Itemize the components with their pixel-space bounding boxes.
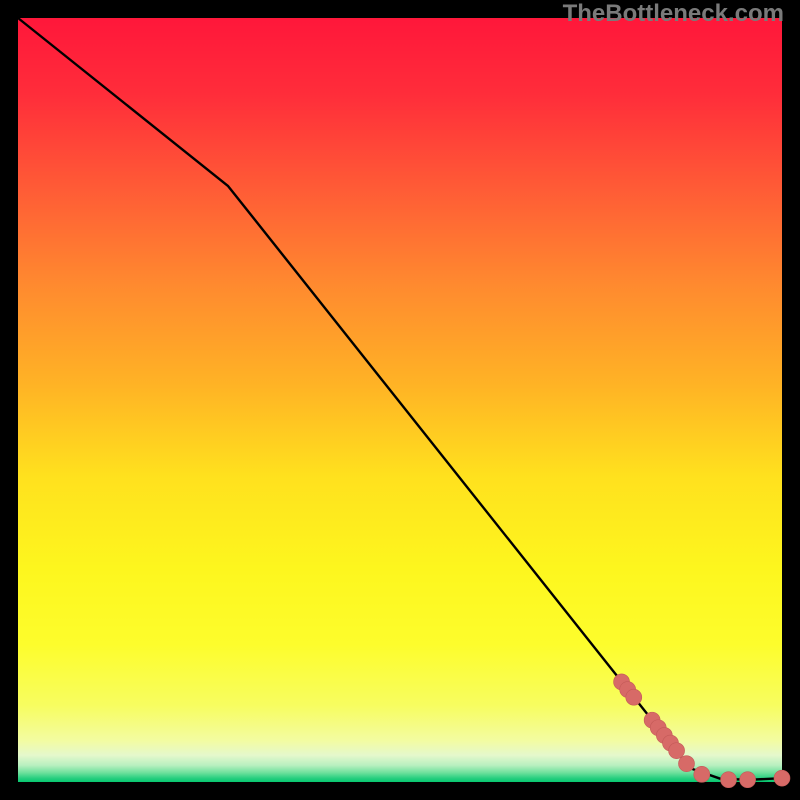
chart-svg (0, 0, 800, 800)
chart-marker (740, 772, 756, 788)
chart-marker (774, 770, 790, 786)
chart-marker (721, 772, 737, 788)
chart-marker (626, 689, 642, 705)
chart-marker (694, 766, 710, 782)
plot-area (18, 18, 782, 782)
watermark-text: TheBottleneck.com (563, 0, 784, 28)
chart-wrapper: TheBottleneck.com (0, 0, 800, 800)
chart-marker (679, 756, 695, 772)
chart-marker (669, 743, 685, 759)
